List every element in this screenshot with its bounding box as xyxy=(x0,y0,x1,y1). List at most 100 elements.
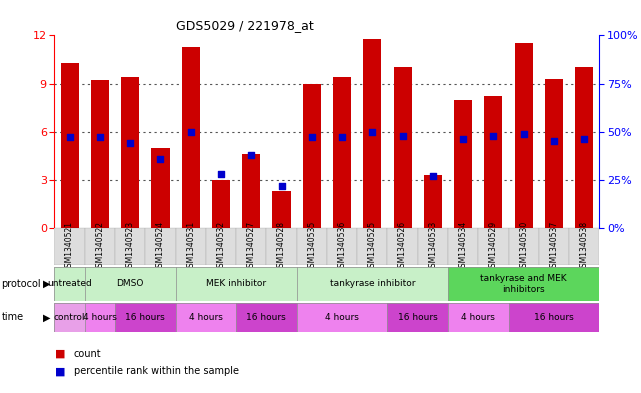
Text: GSM1340528: GSM1340528 xyxy=(277,221,286,272)
Bar xyxy=(176,267,297,301)
Text: ▶: ▶ xyxy=(43,312,51,322)
Bar xyxy=(448,228,478,265)
Bar xyxy=(85,267,176,301)
Text: GSM1340525: GSM1340525 xyxy=(368,221,377,272)
Text: 16 hours: 16 hours xyxy=(126,313,165,322)
Point xyxy=(65,134,75,141)
Text: 4 hours: 4 hours xyxy=(325,313,359,322)
Text: 4 hours: 4 hours xyxy=(189,313,223,322)
Point xyxy=(125,140,135,146)
Point xyxy=(579,136,589,143)
Text: tankyrase and MEK
inhibitors: tankyrase and MEK inhibitors xyxy=(480,274,567,294)
Text: ▶: ▶ xyxy=(43,279,51,289)
Bar xyxy=(448,267,599,301)
Bar xyxy=(418,228,448,265)
Point xyxy=(246,152,256,158)
Text: 16 hours: 16 hours xyxy=(534,313,574,322)
Text: tankyrase inhibitor: tankyrase inhibitor xyxy=(329,279,415,288)
Text: protocol: protocol xyxy=(1,279,41,289)
Bar xyxy=(60,62,79,228)
Point xyxy=(519,130,529,137)
Point xyxy=(488,132,499,139)
Bar xyxy=(575,68,594,228)
Bar xyxy=(327,228,357,265)
Bar xyxy=(146,228,176,265)
Bar xyxy=(297,267,448,301)
Bar xyxy=(115,303,176,332)
Bar xyxy=(508,303,599,332)
Bar xyxy=(539,228,569,265)
Bar xyxy=(424,175,442,228)
Point xyxy=(458,136,469,143)
Bar xyxy=(448,303,508,332)
Text: GSM1340535: GSM1340535 xyxy=(307,221,316,272)
Bar xyxy=(115,228,146,265)
Text: 16 hours: 16 hours xyxy=(247,313,287,322)
Point xyxy=(95,134,105,141)
Text: GSM1340524: GSM1340524 xyxy=(156,221,165,272)
Bar xyxy=(85,303,115,332)
Point xyxy=(337,134,347,141)
Bar xyxy=(121,77,139,228)
Text: count: count xyxy=(74,349,101,359)
Bar xyxy=(545,79,563,228)
Bar xyxy=(181,47,200,228)
Bar xyxy=(85,228,115,265)
Text: GDS5029 / 221978_at: GDS5029 / 221978_at xyxy=(176,19,314,32)
Bar xyxy=(357,228,387,265)
Bar xyxy=(242,154,260,228)
Point xyxy=(397,132,408,139)
Text: GSM1340530: GSM1340530 xyxy=(519,221,528,272)
Text: 16 hours: 16 hours xyxy=(398,313,438,322)
Point xyxy=(186,129,196,135)
Text: GSM1340536: GSM1340536 xyxy=(338,221,347,272)
Text: GSM1340529: GSM1340529 xyxy=(489,221,498,272)
Text: GSM1340523: GSM1340523 xyxy=(126,221,135,272)
Bar xyxy=(478,228,508,265)
Bar xyxy=(206,228,236,265)
Text: percentile rank within the sample: percentile rank within the sample xyxy=(74,366,238,376)
Bar xyxy=(176,228,206,265)
Bar xyxy=(236,303,297,332)
Point xyxy=(306,134,317,141)
Point xyxy=(276,182,287,189)
Text: GSM1340534: GSM1340534 xyxy=(458,221,468,272)
Text: GSM1340531: GSM1340531 xyxy=(186,221,196,272)
Bar xyxy=(297,303,387,332)
Bar xyxy=(485,96,503,228)
Point xyxy=(428,173,438,179)
Bar xyxy=(212,180,230,228)
Text: 4 hours: 4 hours xyxy=(462,313,495,322)
Bar xyxy=(54,228,85,265)
Bar xyxy=(515,43,533,228)
Bar xyxy=(151,148,169,228)
Text: control: control xyxy=(54,313,85,322)
Bar xyxy=(91,80,109,228)
Bar xyxy=(54,267,85,301)
Bar xyxy=(303,83,321,228)
Bar xyxy=(176,303,236,332)
Point xyxy=(549,138,559,144)
Text: GSM1340532: GSM1340532 xyxy=(217,221,226,272)
Bar xyxy=(333,77,351,228)
Text: time: time xyxy=(1,312,24,322)
Text: GSM1340527: GSM1340527 xyxy=(247,221,256,272)
Bar xyxy=(363,39,381,228)
Bar xyxy=(569,228,599,265)
Text: GSM1340538: GSM1340538 xyxy=(579,221,588,272)
Text: untreated: untreated xyxy=(47,279,92,288)
Bar xyxy=(267,228,297,265)
Bar xyxy=(54,303,85,332)
Text: GSM1340537: GSM1340537 xyxy=(549,221,558,272)
Text: MEK inhibitor: MEK inhibitor xyxy=(206,279,266,288)
Text: 4 hours: 4 hours xyxy=(83,313,117,322)
Text: ■: ■ xyxy=(54,366,65,376)
Point xyxy=(216,171,226,177)
Bar xyxy=(454,99,472,228)
Bar xyxy=(387,228,418,265)
Bar xyxy=(508,228,539,265)
Bar xyxy=(297,228,327,265)
Text: DMSO: DMSO xyxy=(117,279,144,288)
Bar xyxy=(272,191,290,228)
Text: GSM1340526: GSM1340526 xyxy=(398,221,407,272)
